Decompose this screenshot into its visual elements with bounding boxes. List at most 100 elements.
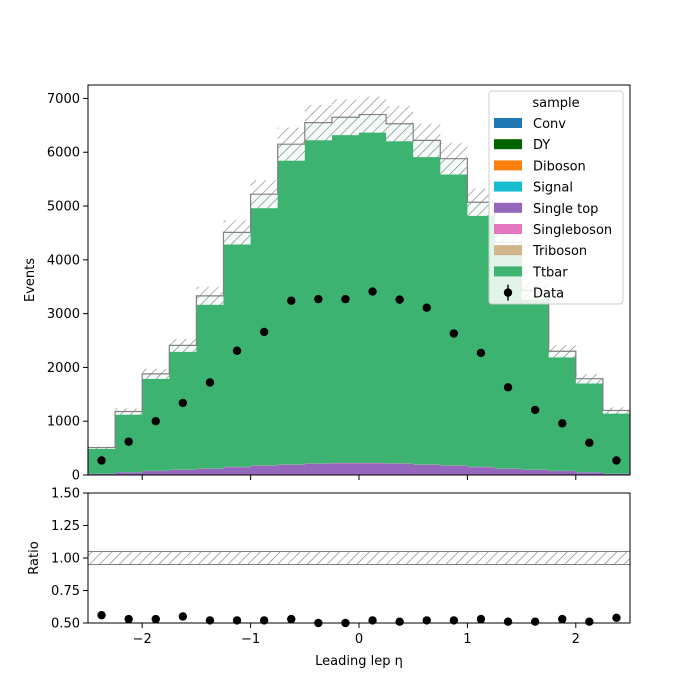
bar-single-top — [331, 463, 360, 475]
legend-swatch-signal — [494, 181, 522, 192]
legend-label-triboson: Triboson — [532, 244, 587, 259]
legend-label-diboson: Diboson — [533, 159, 586, 174]
x-tick-label: 1 — [463, 632, 471, 647]
data-point — [314, 294, 323, 304]
data-point — [422, 303, 431, 312]
bar-ttbar — [548, 351, 577, 471]
ratio-y-tick-label: 1.25 — [51, 519, 80, 534]
ratio-point — [151, 614, 160, 624]
ratio-point — [476, 614, 486, 624]
ratio-y-tick-label: 1.00 — [51, 552, 80, 567]
ratio-y-tick-label: 1.50 — [51, 487, 80, 502]
data-point — [612, 456, 621, 465]
y-tick-label: 1000 — [47, 415, 80, 430]
data-point — [287, 296, 296, 305]
ratio-point — [558, 614, 567, 624]
bar-ttbar — [386, 123, 414, 464]
bar-single-top — [142, 471, 170, 475]
bar-single-top — [115, 472, 143, 475]
data-point — [232, 346, 242, 355]
legend-swatch-diboson — [494, 160, 522, 171]
legend-frame — [488, 90, 624, 305]
ratio-point — [395, 617, 404, 626]
legend: sample Conv DY Diboson Signal Single top Sing… — [488, 90, 624, 305]
bar-single-top — [440, 465, 468, 475]
y-tick-label: 6000 — [47, 146, 80, 161]
legend-label-signal: Signal — [533, 181, 573, 196]
legend-label-single-top: Single top — [533, 202, 598, 217]
data-point — [178, 398, 188, 408]
bar-single-top — [250, 465, 279, 475]
bar-ttbar — [575, 378, 604, 473]
bar-single-top — [602, 473, 631, 475]
data-point — [341, 294, 350, 304]
ratio-y-tick-label: 0.75 — [51, 584, 80, 599]
data-point — [558, 419, 567, 428]
legend-swatch-dy — [494, 139, 522, 150]
bar-ttbar — [169, 345, 197, 470]
ratio-y-tick-label: 0.50 — [51, 617, 80, 632]
bar-single-top — [386, 463, 414, 475]
ratio-uncertainty-band — [87, 551, 631, 565]
data-point — [368, 287, 377, 296]
bar-single-top — [223, 467, 251, 475]
bar-single-top — [521, 469, 550, 475]
bar-single-top — [494, 468, 522, 475]
ratio-point — [503, 617, 513, 626]
bar-single-top — [575, 472, 604, 475]
legend-title: sample — [532, 96, 579, 111]
data-point — [449, 329, 459, 338]
y-axis-label-main: Events — [23, 258, 38, 302]
data-point — [205, 378, 215, 387]
bar-ttbar — [331, 117, 360, 463]
ratio-point — [97, 611, 106, 620]
bar-ttbar — [413, 140, 441, 465]
data-point — [585, 438, 594, 447]
y-tick-label: 0 — [72, 469, 80, 484]
bar-single-top — [169, 469, 197, 475]
data-point — [503, 383, 513, 392]
bar-single-top — [277, 464, 306, 475]
x-tick-label: 2 — [572, 632, 580, 647]
ratio-point — [287, 614, 296, 624]
bar-single-top — [359, 463, 387, 475]
ratio-point — [612, 613, 621, 622]
legend-swatch-conv — [494, 118, 522, 128]
data-point — [395, 295, 404, 304]
legend-swatch-data — [503, 288, 513, 297]
legend-label-ttbar: Ttbar — [532, 265, 568, 280]
legend-swatch-singleboson — [494, 224, 522, 234]
bar-ttbar — [304, 122, 333, 464]
x-tick-label: −1 — [241, 632, 260, 647]
legend-label-conv: Conv — [533, 117, 566, 132]
data-point — [124, 437, 133, 446]
x-axis-label: Leading lep η — [315, 654, 403, 669]
y-axis-label-ratio: Ratio — [27, 541, 42, 574]
ratio-plot: 0.50 0.75 1.00 1.25 1.50 −2 −1 0 1 2 — [51, 487, 631, 647]
bar-single-top — [196, 468, 224, 475]
y-tick-label: 3000 — [47, 307, 80, 322]
legend-swatch-ttbar — [494, 266, 522, 277]
ratio-point — [178, 612, 188, 621]
y-tick-label: 7000 — [47, 92, 80, 107]
data-point — [530, 405, 540, 415]
data-point — [259, 327, 269, 337]
ratio-point — [530, 617, 540, 626]
bar-ttbar — [521, 290, 550, 470]
ratio-point — [585, 617, 594, 626]
ratio-point — [124, 614, 133, 624]
data-point — [97, 456, 106, 465]
legend-swatch-single-top — [494, 202, 522, 213]
y-tick-label: 5000 — [47, 200, 80, 215]
bar-single-top — [413, 464, 441, 475]
x-tick-label: 0 — [355, 632, 363, 647]
x-tick-label: −2 — [133, 632, 152, 647]
bar-ttbar — [440, 158, 468, 466]
bar-single-top — [548, 471, 577, 475]
data-point — [151, 417, 160, 426]
bar-single-top — [467, 467, 495, 475]
legend-swatch-triboson — [494, 245, 522, 256]
legend-label-singleboson: Singleboson — [533, 223, 612, 238]
bar-single-top — [304, 463, 333, 475]
